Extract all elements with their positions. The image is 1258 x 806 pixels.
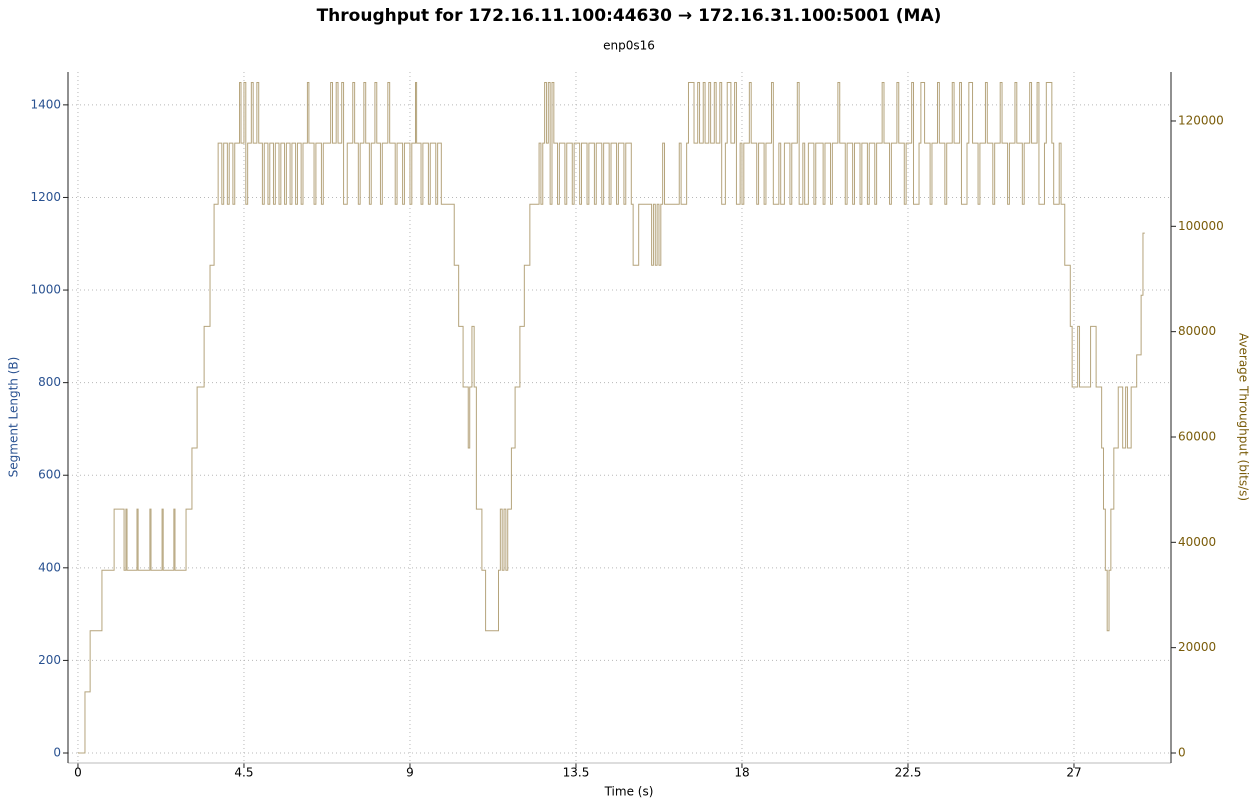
x-tick-label: 4.5: [234, 766, 253, 780]
y-tick-label: 600: [38, 468, 61, 482]
x-tick-label: 0: [74, 766, 82, 780]
x-tick-label: 9: [406, 766, 414, 780]
y2-tick-label: 20000: [1178, 640, 1216, 654]
throughput-line: [77, 82, 1145, 754]
chart-title: Throughput for 172.16.11.100:44630 → 172…: [317, 6, 942, 26]
y2-tick-label: 80000: [1178, 324, 1216, 338]
y-tick-label: 1400: [30, 97, 61, 111]
x-tick-label: 13.5: [563, 766, 590, 780]
y2-tick-label: 100000: [1178, 219, 1224, 233]
y-tick-label: 400: [38, 560, 61, 574]
x-tick-label: 18: [734, 766, 749, 780]
y-tick-label: 800: [38, 375, 61, 389]
y2-tick-label: 120000: [1178, 113, 1224, 127]
y-tick-label: 1000: [30, 283, 61, 297]
y2-tick-label: 40000: [1178, 535, 1216, 549]
x-tick-label: 27: [1066, 766, 1081, 780]
y-axis-label: Segment Length (B): [7, 357, 21, 478]
y2-tick-label: 0: [1178, 745, 1186, 759]
y-tick-label: 0: [53, 746, 61, 760]
y2-axis-label: Average Throughput (bits/s): [1237, 333, 1251, 501]
chart-subtitle: enp0s16: [603, 39, 655, 53]
y2-tick-label: 60000: [1178, 429, 1216, 443]
y-tick-label: 1200: [30, 190, 61, 204]
y-tick-label: 200: [38, 653, 61, 667]
x-tick-label: 22.5: [895, 766, 922, 780]
x-axis-label: Time (s): [604, 785, 654, 799]
